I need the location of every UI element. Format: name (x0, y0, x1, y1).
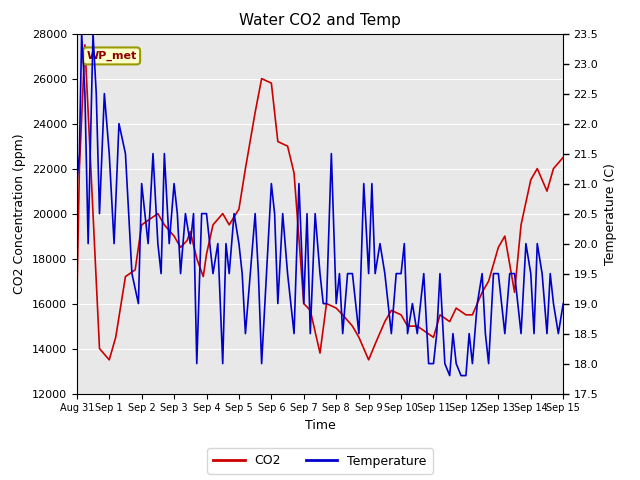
CO2 (397, 312, 405, 318)
CO2 (274, 139, 282, 144)
CO2 (144, 217, 152, 223)
Legend: CO2, Temperature: CO2, Temperature (207, 448, 433, 474)
CO2 (106, 357, 113, 363)
Temperature (73, 181, 81, 187)
Temperature (465, 331, 473, 336)
CO2 (559, 155, 567, 160)
Temperature (559, 300, 567, 307)
CO2 (316, 350, 324, 356)
Temperature (209, 271, 217, 276)
Temperature (78, 31, 86, 36)
Temperature (550, 300, 557, 307)
Text: WP_met: WP_met (86, 51, 137, 61)
X-axis label: Time: Time (305, 419, 335, 432)
CO2 (73, 300, 81, 306)
Temperature (446, 373, 454, 379)
CO2 (387, 308, 395, 313)
Temperature (349, 271, 356, 276)
CO2 (81, 42, 89, 48)
Title: Water CO2 and Temp: Water CO2 and Temp (239, 13, 401, 28)
Line: CO2: CO2 (77, 45, 563, 360)
CO2 (349, 323, 356, 329)
Line: Temperature: Temperature (77, 34, 563, 376)
Y-axis label: CO2 Concentration (ppm): CO2 Concentration (ppm) (13, 133, 26, 294)
Y-axis label: Temperature (C): Temperature (C) (604, 163, 617, 264)
Temperature (413, 331, 421, 336)
Temperature (182, 211, 189, 216)
